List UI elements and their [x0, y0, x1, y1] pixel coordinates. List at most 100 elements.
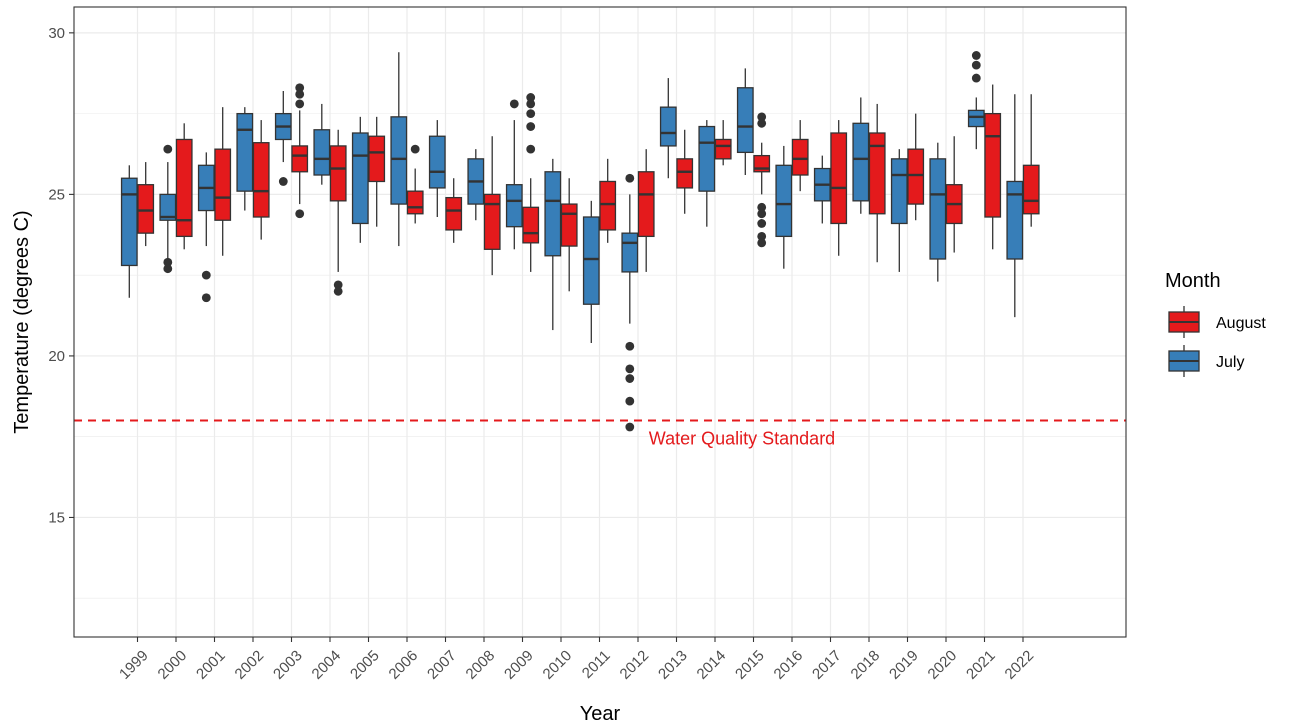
x-tick-label: 2010 — [540, 647, 576, 683]
box-iqr — [698, 125, 716, 192]
box-iqr — [329, 145, 347, 202]
y-tick-label: 20 — [48, 348, 65, 365]
box-august-2008 — [483, 136, 501, 276]
box-july-2014 — [698, 120, 716, 227]
box-iqr — [659, 106, 677, 147]
outlier-point — [757, 238, 767, 248]
box-iqr — [582, 216, 600, 305]
outlier-point — [757, 231, 767, 241]
x-tick-label: 2006 — [386, 647, 422, 683]
box-iqr — [236, 112, 254, 192]
x-tick-label: 2008 — [463, 647, 499, 683]
box-iqr — [621, 232, 639, 273]
box-august-2020 — [945, 136, 963, 253]
box-july-2019 — [890, 149, 908, 272]
x-tick-label: 2004 — [309, 647, 345, 683]
box-august-2009 — [522, 93, 540, 272]
box-july-1999 — [120, 165, 138, 298]
box-july-2021 — [967, 51, 985, 150]
box-iqr — [852, 122, 870, 202]
box-july-2017 — [813, 155, 831, 224]
box-iqr — [830, 132, 848, 225]
outlier-point — [625, 374, 635, 383]
outlier-point — [163, 257, 173, 267]
legend-label: August — [1216, 315, 1266, 332]
box-iqr — [967, 109, 985, 128]
box-july-2000 — [159, 144, 177, 274]
x-tick-label: 2001 — [193, 647, 229, 683]
box-iqr — [252, 142, 270, 218]
box-iqr — [428, 135, 446, 189]
box-august-2005 — [368, 116, 386, 227]
outlier-point — [278, 177, 288, 186]
x-tick-label: 2013 — [655, 647, 691, 683]
box-august-2007 — [445, 178, 463, 243]
outlier-point — [757, 209, 767, 219]
outlier-point — [201, 270, 211, 280]
box-iqr — [390, 116, 408, 205]
legend-item-august: August — [1168, 306, 1266, 338]
outlier-point — [526, 99, 536, 109]
box-iqr — [120, 177, 138, 267]
box-july-2018 — [852, 97, 870, 214]
box-august-2010 — [560, 178, 578, 292]
x-tick-label: 2011 — [579, 647, 614, 682]
box-iqr — [313, 129, 331, 176]
x-tick-label: 2000 — [155, 647, 191, 683]
box-august-2014 — [714, 120, 732, 166]
box-august-2011 — [599, 158, 617, 243]
box-iqr — [1022, 164, 1040, 215]
box-iqr — [368, 135, 386, 183]
box-august-2015 — [753, 112, 771, 248]
box-august-2021 — [984, 84, 1002, 250]
box-iqr — [907, 148, 925, 205]
outlier-point — [333, 286, 343, 296]
box-july-2001 — [197, 152, 215, 303]
outlier-point — [625, 396, 635, 406]
box-july-2005 — [351, 116, 369, 243]
box-august-2019 — [907, 113, 925, 221]
box-july-2010 — [544, 158, 562, 331]
outlier-point — [757, 202, 767, 212]
x-tick-label: 2016 — [771, 647, 807, 683]
box-iqr — [714, 138, 732, 160]
outlier-point — [971, 51, 981, 60]
outlier-point — [163, 264, 173, 274]
outlier-point — [757, 112, 767, 122]
box-july-2013 — [659, 78, 677, 179]
legend: Month August July — [1165, 270, 1266, 377]
outlier-point — [201, 293, 211, 303]
legend-item-july: July — [1168, 345, 1244, 377]
reference-line-group: Water Quality Standard — [74, 419, 1126, 449]
axes: 15 20 25 30 1999 2000 2001 2002 2003 2004 2005 2006… — [48, 25, 1037, 683]
box-iqr — [1006, 180, 1024, 260]
box-august-2013 — [676, 129, 694, 214]
box-august-2002 — [252, 120, 270, 240]
box-july-2006 — [390, 52, 408, 247]
outlier-point — [526, 122, 536, 131]
box-august-1999 — [137, 162, 155, 247]
box-july-2009 — [505, 99, 523, 250]
outlier-point — [333, 280, 343, 290]
x-tick-label: 2002 — [232, 647, 268, 683]
box-july-2008 — [467, 149, 485, 221]
box-iqr — [351, 132, 369, 225]
outlier-point — [625, 341, 635, 351]
outlier-point — [295, 89, 305, 99]
box-iqr — [890, 158, 908, 225]
outlier-point — [757, 118, 767, 128]
box-july-2007 — [428, 120, 446, 217]
water-quality-standard-label: Water Quality Standard — [649, 429, 835, 449]
x-tick-label: 2015 — [732, 647, 768, 683]
outlier-point — [625, 173, 635, 183]
outlier-point — [295, 83, 305, 93]
x-tick-label: 2018 — [848, 647, 884, 683]
outlier-point — [526, 144, 536, 154]
box-iqr — [291, 145, 309, 173]
outlier-point — [295, 209, 305, 219]
y-tick-label: 15 — [48, 509, 65, 526]
box-july-2004 — [313, 103, 331, 185]
box-july-2016 — [775, 145, 793, 269]
outlier-point — [757, 219, 767, 228]
box-iqr — [736, 87, 754, 154]
